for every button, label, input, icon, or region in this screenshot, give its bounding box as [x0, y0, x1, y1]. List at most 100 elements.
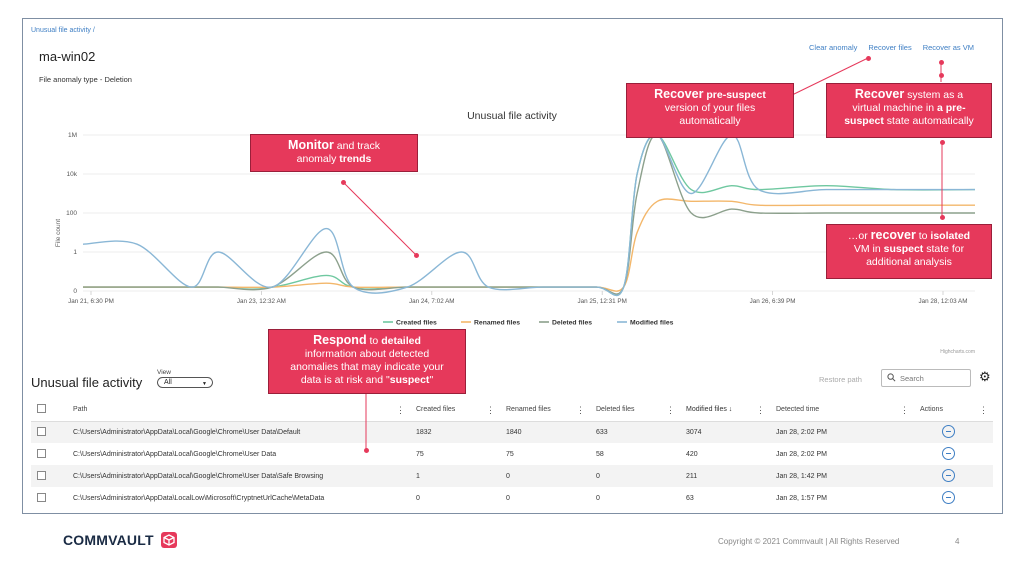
col-actions: Actions ⋮	[914, 399, 993, 422]
view-select[interactable]: All ▼	[157, 377, 213, 388]
col-created-label: Created files	[416, 406, 456, 414]
chart-credits[interactable]: Highcharts.com	[940, 349, 975, 355]
chart-series	[82, 134, 976, 297]
row-action-icon[interactable]	[942, 468, 955, 482]
cell-deleted: 0	[590, 465, 680, 487]
cell-path: C:\Users\Administrator\AppData\Local\Goo…	[67, 421, 410, 443]
callout-text: anomaly trends	[296, 153, 372, 165]
series-line-modified-files	[82, 134, 975, 297]
x-tick-label: Jan 28, 12:03 AM	[918, 298, 967, 305]
table-row[interactable]: C:\Users\Administrator\AppData\Local\Goo…	[31, 443, 993, 465]
y-tick-label: 1M	[68, 132, 77, 139]
x-tick-label: Jan 23, 12:32 AM	[237, 298, 286, 305]
commvault-logo: COMMVAULT	[63, 531, 178, 549]
callout-text: Monitor and track	[288, 138, 380, 153]
table-row[interactable]: C:\Users\Administrator\AppData\LocalLow\…	[31, 487, 993, 509]
col-actions-label: Actions	[920, 406, 943, 414]
cell-modified: 211	[680, 465, 770, 487]
table-row[interactable]: C:\Users\Administrator\AppData\Local\Goo…	[31, 421, 993, 443]
col-deleted-label: Deleted files	[596, 406, 635, 414]
column-menu-icon[interactable]: ⋮	[666, 405, 675, 415]
col-detected-label: Detected time	[776, 406, 820, 414]
callout-monitor: Monitor and track anomaly trends	[250, 134, 418, 172]
column-menu-icon[interactable]: ⋮	[979, 405, 988, 415]
row-checkbox[interactable]	[37, 426, 46, 436]
x-tick-label: Jan 24, 7:02 AM	[409, 298, 455, 305]
chart-legend[interactable]: Created files Renamed files Deleted files M…	[383, 320, 674, 327]
cell-modified: 3074	[680, 421, 770, 443]
x-tick-label: Jan 25, 12:31 PM	[578, 298, 627, 305]
y-tick-label: 100	[66, 210, 77, 217]
legend-item-modified-files[interactable]: Modified files	[617, 320, 674, 327]
table-row[interactable]: C:\Users\Administrator\AppData\Local\Goo…	[31, 465, 993, 487]
col-deleted[interactable]: Deleted files ⋮	[590, 399, 680, 422]
callout-dot	[364, 448, 369, 453]
column-menu-icon[interactable]: ⋮	[576, 405, 585, 415]
activity-chart: Unusual file activity File count 0 1 100 10…	[55, 110, 976, 355]
callout-dot	[940, 140, 945, 145]
row-checkbox[interactable]	[37, 492, 46, 502]
row-action-icon[interactable]	[942, 490, 955, 504]
callout-recover-files: Recover pre-suspect version of your file…	[626, 83, 794, 138]
col-modified[interactable]: Modified files ↓ ⋮	[680, 399, 770, 422]
cell-deleted: 0	[596, 494, 600, 502]
anomaly-type-label: File anomaly type - Deletion	[39, 75, 132, 84]
view-label: View	[157, 369, 171, 376]
copyright-text: Copyright © 2021 Commvault | All Rights …	[718, 537, 900, 546]
col-path[interactable]: Path ⋮	[67, 399, 410, 422]
callout-dot	[866, 56, 871, 61]
chart-y-axis-label: File count	[55, 219, 62, 247]
legend-item-deleted-files[interactable]: Deleted files	[539, 320, 592, 327]
cell-created: 1832	[410, 421, 500, 443]
y-tick-label: 1	[73, 249, 77, 256]
cell-time: Jan 28, 1:42 PM	[770, 465, 914, 487]
row-checkbox[interactable]	[37, 448, 46, 458]
page-title: ma-win02	[39, 49, 96, 64]
col-renamed[interactable]: Renamed files ⋮	[500, 399, 590, 422]
x-tick-label: Jan 26, 6:39 PM	[750, 298, 796, 305]
row-action-icon[interactable]	[942, 424, 955, 438]
cell-time: Jan 28, 2:02 PM	[770, 421, 914, 443]
svg-text:Modified files: Modified files	[630, 320, 674, 327]
table-toolbar: Unusual file activity View All ▼ Restore…	[31, 369, 993, 397]
column-menu-icon[interactable]: ⋮	[756, 405, 765, 415]
select-all-checkbox[interactable]	[37, 404, 46, 414]
cell-created: 75	[416, 450, 424, 458]
anomaly-table: Path ⋮ Created files ⋮ Renamed files ⋮ Dele…	[31, 399, 993, 509]
view-filter: View All ▼	[157, 369, 213, 388]
legend-item-created-files[interactable]: Created files	[383, 320, 437, 327]
row-checkbox[interactable]	[37, 470, 46, 480]
brand-wordmark: COMMVAULT	[63, 532, 154, 548]
select-all-header	[31, 399, 67, 422]
svg-text:Deleted files: Deleted files	[552, 320, 592, 327]
table-title: Unusual file activity	[31, 375, 143, 390]
recover-as-vm-link[interactable]: Recover as VM	[922, 43, 974, 52]
column-menu-icon[interactable]: ⋮	[486, 405, 495, 415]
cell-created: 0	[416, 494, 420, 502]
col-detected-time[interactable]: Detected time ⋮	[770, 399, 914, 422]
restore-path-button[interactable]: Restore path	[819, 375, 862, 384]
clear-anomaly-link[interactable]: Clear anomaly	[809, 43, 858, 52]
column-menu-icon[interactable]: ⋮	[396, 405, 405, 415]
cell-renamed: 75	[506, 450, 514, 458]
cell-renamed: 1840	[500, 421, 590, 443]
row-action-icon[interactable]	[942, 446, 955, 460]
chart-title: Unusual file activity	[467, 110, 558, 122]
gear-icon[interactable]: ⚙	[979, 369, 991, 384]
cell-renamed: 0	[500, 465, 590, 487]
cell-time: Jan 28, 1:57 PM	[776, 494, 827, 502]
svg-text:Created files: Created files	[396, 320, 437, 327]
col-created[interactable]: Created files ⋮	[410, 399, 500, 422]
column-menu-icon[interactable]: ⋮	[900, 405, 909, 415]
search-input[interactable]: Search	[881, 369, 971, 387]
legend-item-renamed-files[interactable]: Renamed files	[461, 320, 520, 327]
callout-dot	[939, 60, 944, 65]
callout-isolated: …or recover to isolated VM in suspect st…	[826, 224, 992, 279]
callout-dot	[414, 253, 419, 258]
col-renamed-label: Renamed files	[506, 406, 551, 414]
svg-text:Renamed files: Renamed files	[474, 320, 520, 327]
y-tick-label: 10k	[67, 171, 78, 178]
breadcrumb[interactable]: Unusual file activity /	[31, 27, 95, 34]
cell-path: C:\Users\Administrator\AppData\Local\Goo…	[67, 465, 410, 487]
recover-files-link[interactable]: Recover files	[868, 43, 912, 52]
